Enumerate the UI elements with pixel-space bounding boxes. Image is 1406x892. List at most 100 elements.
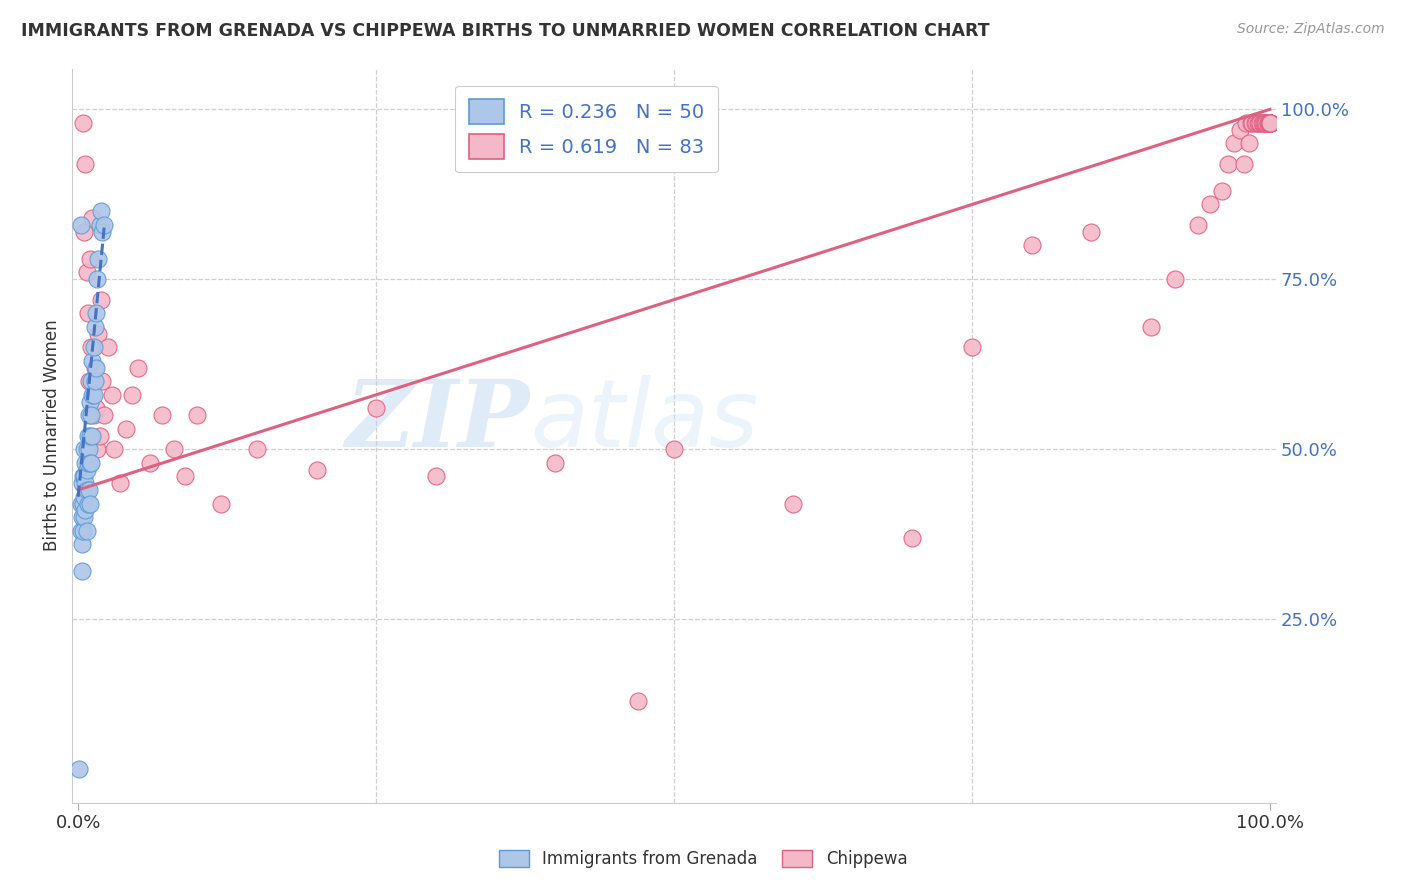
Point: [1234, 116, 1257, 130]
Point: [76, 483, 98, 497]
Point: [82, 388, 104, 402]
Point: [1257, 116, 1279, 130]
Point: [1249, 116, 1271, 130]
Point: [77, 374, 100, 388]
Point: [1251, 116, 1274, 130]
Point: [782, 496, 804, 510]
Point: [89, 218, 111, 232]
Point: [1241, 116, 1264, 130]
Point: [1233, 156, 1256, 170]
Point: [1211, 184, 1233, 198]
Point: [86, 442, 108, 457]
Point: [70, 510, 93, 524]
Point: [72, 116, 94, 130]
Point: [83, 408, 105, 422]
Point: [79, 496, 101, 510]
Point: [82, 353, 104, 368]
Point: [77, 408, 100, 422]
Point: [1258, 116, 1281, 130]
Point: [1257, 116, 1279, 130]
Point: [77, 442, 100, 457]
Point: [108, 476, 131, 491]
Point: [1258, 116, 1281, 130]
Point: [366, 401, 388, 416]
Point: [1258, 116, 1281, 130]
Point: [1258, 116, 1281, 130]
Point: [73, 469, 96, 483]
Point: [627, 693, 650, 707]
Point: [86, 272, 108, 286]
Point: [76, 442, 98, 457]
Point: [1258, 116, 1281, 130]
Point: [70, 565, 93, 579]
Point: [1258, 116, 1281, 130]
Point: [1258, 116, 1281, 130]
Point: [69, 524, 91, 538]
Legend: Immigrants from Grenada, Chippewa: Immigrants from Grenada, Chippewa: [492, 843, 914, 875]
Point: [79, 394, 101, 409]
Point: [1223, 136, 1246, 151]
Point: [80, 340, 103, 354]
Point: [83, 340, 105, 354]
Point: [103, 442, 125, 457]
Point: [72, 524, 94, 538]
Point: [84, 360, 107, 375]
Point: [93, 218, 115, 232]
Point: [138, 456, 160, 470]
Point: [73, 490, 96, 504]
Point: [89, 428, 111, 442]
Point: [1256, 116, 1278, 130]
Point: [1257, 116, 1279, 130]
Point: [1187, 218, 1209, 232]
Point: [73, 510, 96, 524]
Point: [544, 456, 567, 470]
Point: [1249, 116, 1271, 130]
Legend: R = 0.236   N = 50, R = 0.619   N = 83: R = 0.236 N = 50, R = 0.619 N = 83: [456, 86, 718, 172]
Point: [76, 265, 98, 279]
Point: [1253, 116, 1275, 130]
Point: [1021, 238, 1043, 252]
Point: [662, 442, 685, 457]
Point: [1247, 116, 1270, 130]
Point: [1237, 136, 1260, 151]
Point: [76, 428, 98, 442]
Point: [83, 360, 105, 375]
Point: [84, 401, 107, 416]
Point: [1218, 156, 1240, 170]
Point: [1256, 116, 1278, 130]
Point: [93, 408, 115, 422]
Point: [960, 340, 983, 354]
Point: [97, 340, 120, 354]
Point: [150, 408, 173, 422]
Point: [1257, 116, 1279, 130]
Point: [1258, 116, 1281, 130]
Point: [76, 462, 98, 476]
Point: [83, 388, 105, 402]
Point: [115, 422, 138, 436]
Point: [75, 476, 97, 491]
Point: [72, 496, 94, 510]
Point: [209, 496, 232, 510]
Point: [1258, 116, 1281, 130]
Point: [70, 537, 93, 551]
Point: [1229, 122, 1251, 136]
Point: [73, 442, 96, 457]
Point: [901, 531, 924, 545]
Point: [79, 428, 101, 442]
Point: [425, 469, 447, 483]
Point: [87, 252, 110, 266]
Point: [67, 762, 90, 776]
Point: [1250, 116, 1272, 130]
Point: [87, 326, 110, 341]
Point: [76, 306, 98, 320]
Point: [127, 360, 149, 375]
Point: [69, 496, 91, 510]
Point: [83, 374, 105, 388]
Point: [1240, 116, 1263, 130]
Point: [121, 388, 143, 402]
Point: [83, 319, 105, 334]
Point: [1140, 319, 1163, 334]
Point: [70, 476, 93, 491]
Point: [1254, 116, 1277, 130]
Point: [246, 442, 269, 457]
